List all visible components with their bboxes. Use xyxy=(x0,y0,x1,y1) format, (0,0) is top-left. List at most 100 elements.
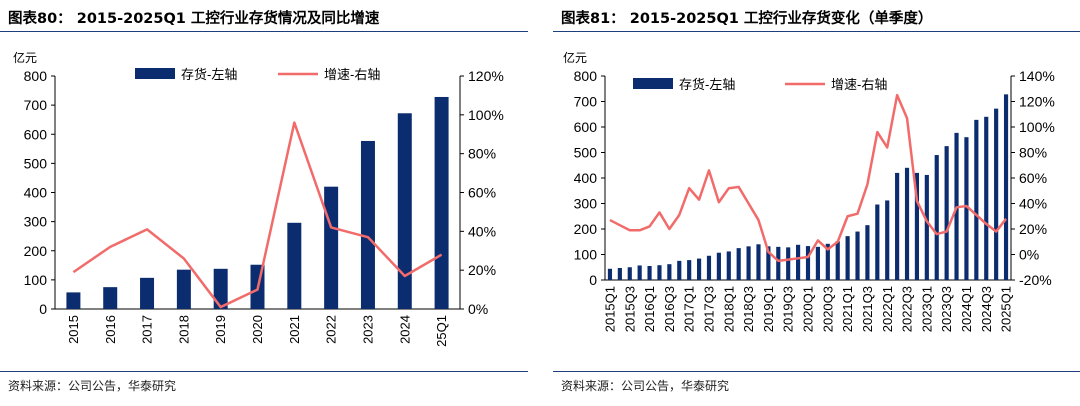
y-tick-label: 700 xyxy=(24,97,48,113)
bar xyxy=(397,113,412,309)
title-rule xyxy=(0,31,528,32)
bar xyxy=(904,167,910,280)
source-rule xyxy=(553,371,1080,372)
x-tick-label: 2022Q1 xyxy=(880,286,895,332)
x-tick-label: 2020Q3 xyxy=(820,286,835,332)
y-tick-label: 800 xyxy=(24,68,48,84)
y-tick-label: 100 xyxy=(24,272,48,288)
x-tick-label: 2020Q1 xyxy=(801,286,816,332)
bar xyxy=(687,260,692,280)
y2-tick-label: 80% xyxy=(1019,145,1047,161)
y2-tick-label: 0% xyxy=(1019,247,1039,263)
bar xyxy=(1003,94,1009,280)
bar xyxy=(677,260,682,280)
bar xyxy=(103,287,118,309)
bar xyxy=(140,277,155,309)
x-tick-label: 2018 xyxy=(176,315,191,344)
x-tick-label: 2018Q3 xyxy=(741,286,756,332)
growth-line xyxy=(609,93,1008,263)
y2-tick-label: 20% xyxy=(1019,221,1047,237)
x-tick-label: 2021Q1 xyxy=(840,286,855,332)
bar xyxy=(776,246,781,280)
bar xyxy=(865,225,870,280)
bar xyxy=(434,96,449,309)
y2-tick-label: 60% xyxy=(1019,170,1047,186)
bar xyxy=(895,172,900,280)
y2-tick-label: 60% xyxy=(468,185,496,201)
y-tick-label: 600 xyxy=(24,126,48,142)
bar xyxy=(924,174,929,280)
x-tick-label: 2022 xyxy=(324,315,339,344)
bar xyxy=(746,246,751,280)
x-tick-label: 2016 xyxy=(103,315,118,344)
bar xyxy=(726,251,731,280)
bar xyxy=(786,247,791,280)
y2-tick-label: 80% xyxy=(468,146,496,162)
x-tick-label: 2019Q3 xyxy=(781,286,796,332)
bar xyxy=(914,172,920,280)
y2-tick-label: 120% xyxy=(468,68,504,84)
bar xyxy=(287,222,302,309)
x-tick-label: 2017 xyxy=(140,315,155,344)
x-tick-label: 2022Q3 xyxy=(900,286,915,332)
y-tick-label: 400 xyxy=(24,185,48,201)
y-tick-label: 300 xyxy=(24,214,48,230)
chart-panel-right: 图表81： 2015-2025Q1 工控行业存货变化（单季度） 亿元 0 100 20… xyxy=(553,0,1080,406)
bar xyxy=(360,140,375,309)
x-tick-label: 2015Q1 xyxy=(603,286,618,332)
y-tick-label: 200 xyxy=(574,221,598,237)
x-tick-label: 2017Q1 xyxy=(682,286,697,332)
x-tick-label: 2019 xyxy=(213,315,228,344)
x-tick-label: 2016Q1 xyxy=(642,286,657,332)
legend-bar-swatch xyxy=(633,78,673,89)
title-rule xyxy=(553,31,1080,32)
bar xyxy=(825,243,830,280)
bar xyxy=(855,231,860,280)
bar xyxy=(213,268,228,309)
y2-tick-label: -20% xyxy=(1019,272,1052,288)
bar xyxy=(657,265,662,280)
bar xyxy=(607,268,613,280)
x-tick-label: 2021 xyxy=(287,315,302,344)
y-tick-label: 500 xyxy=(574,145,598,161)
bar xyxy=(324,186,339,309)
chart-panel-left: 图表80： 2015-2025Q1 工控行业存货情况及同比增速 亿元 0 100 20… xyxy=(0,0,528,406)
x-tick-label: 2017Q3 xyxy=(702,286,717,332)
x-tick-label: 2025Q1 xyxy=(999,286,1014,332)
x-tick-label: 2018Q1 xyxy=(721,286,736,332)
x-tick-label: 2020 xyxy=(250,315,265,344)
bar xyxy=(796,244,801,280)
source-note: 资料来源：公司公告，华泰研究 xyxy=(8,379,177,393)
bar xyxy=(964,137,969,280)
bar xyxy=(984,116,989,280)
legend-line-label: 增速-右轴 xyxy=(831,77,887,92)
bar xyxy=(647,265,652,280)
y2-tick-label: 120% xyxy=(1019,94,1055,110)
y-tick-label: 500 xyxy=(24,155,48,171)
inventory-annual-chart: 亿元 0 100 200 300 400 500 600 700 800 0% 20% 40% 60% 80… xyxy=(13,50,504,347)
bar xyxy=(766,246,771,280)
bar xyxy=(974,119,979,280)
legend-bar-swatch xyxy=(135,68,175,79)
legend-bar-label: 存货-左轴 xyxy=(181,67,237,82)
bar xyxy=(176,269,191,309)
bar xyxy=(617,268,622,280)
y-axis-unit: 亿元 xyxy=(563,50,587,65)
y-tick-label: 0 xyxy=(39,301,47,317)
x-tick-label: 2015Q3 xyxy=(622,286,637,332)
source-rule xyxy=(0,371,528,372)
y-tick-label: 300 xyxy=(574,196,598,212)
inventory-quarterly-chart: 亿元 0 100 200 300 400 500 600 700 800 -20% 0% 20% 40% 6… xyxy=(563,50,1055,332)
y2-tick-label: 40% xyxy=(1019,196,1047,212)
x-tick-label: 2023Q3 xyxy=(939,286,954,332)
source-note: 资料来源：公司公告，华泰研究 xyxy=(561,379,730,393)
bar xyxy=(885,200,890,280)
bar xyxy=(845,236,850,280)
y-tick-label: 100 xyxy=(574,247,598,263)
y-tick-label: 800 xyxy=(574,68,598,84)
x-tick-label: 2016Q3 xyxy=(662,286,677,332)
bar xyxy=(815,246,820,280)
bar xyxy=(667,264,672,280)
y-tick-label: 600 xyxy=(574,119,598,135)
x-tick-label: 25Q1 xyxy=(434,315,449,347)
